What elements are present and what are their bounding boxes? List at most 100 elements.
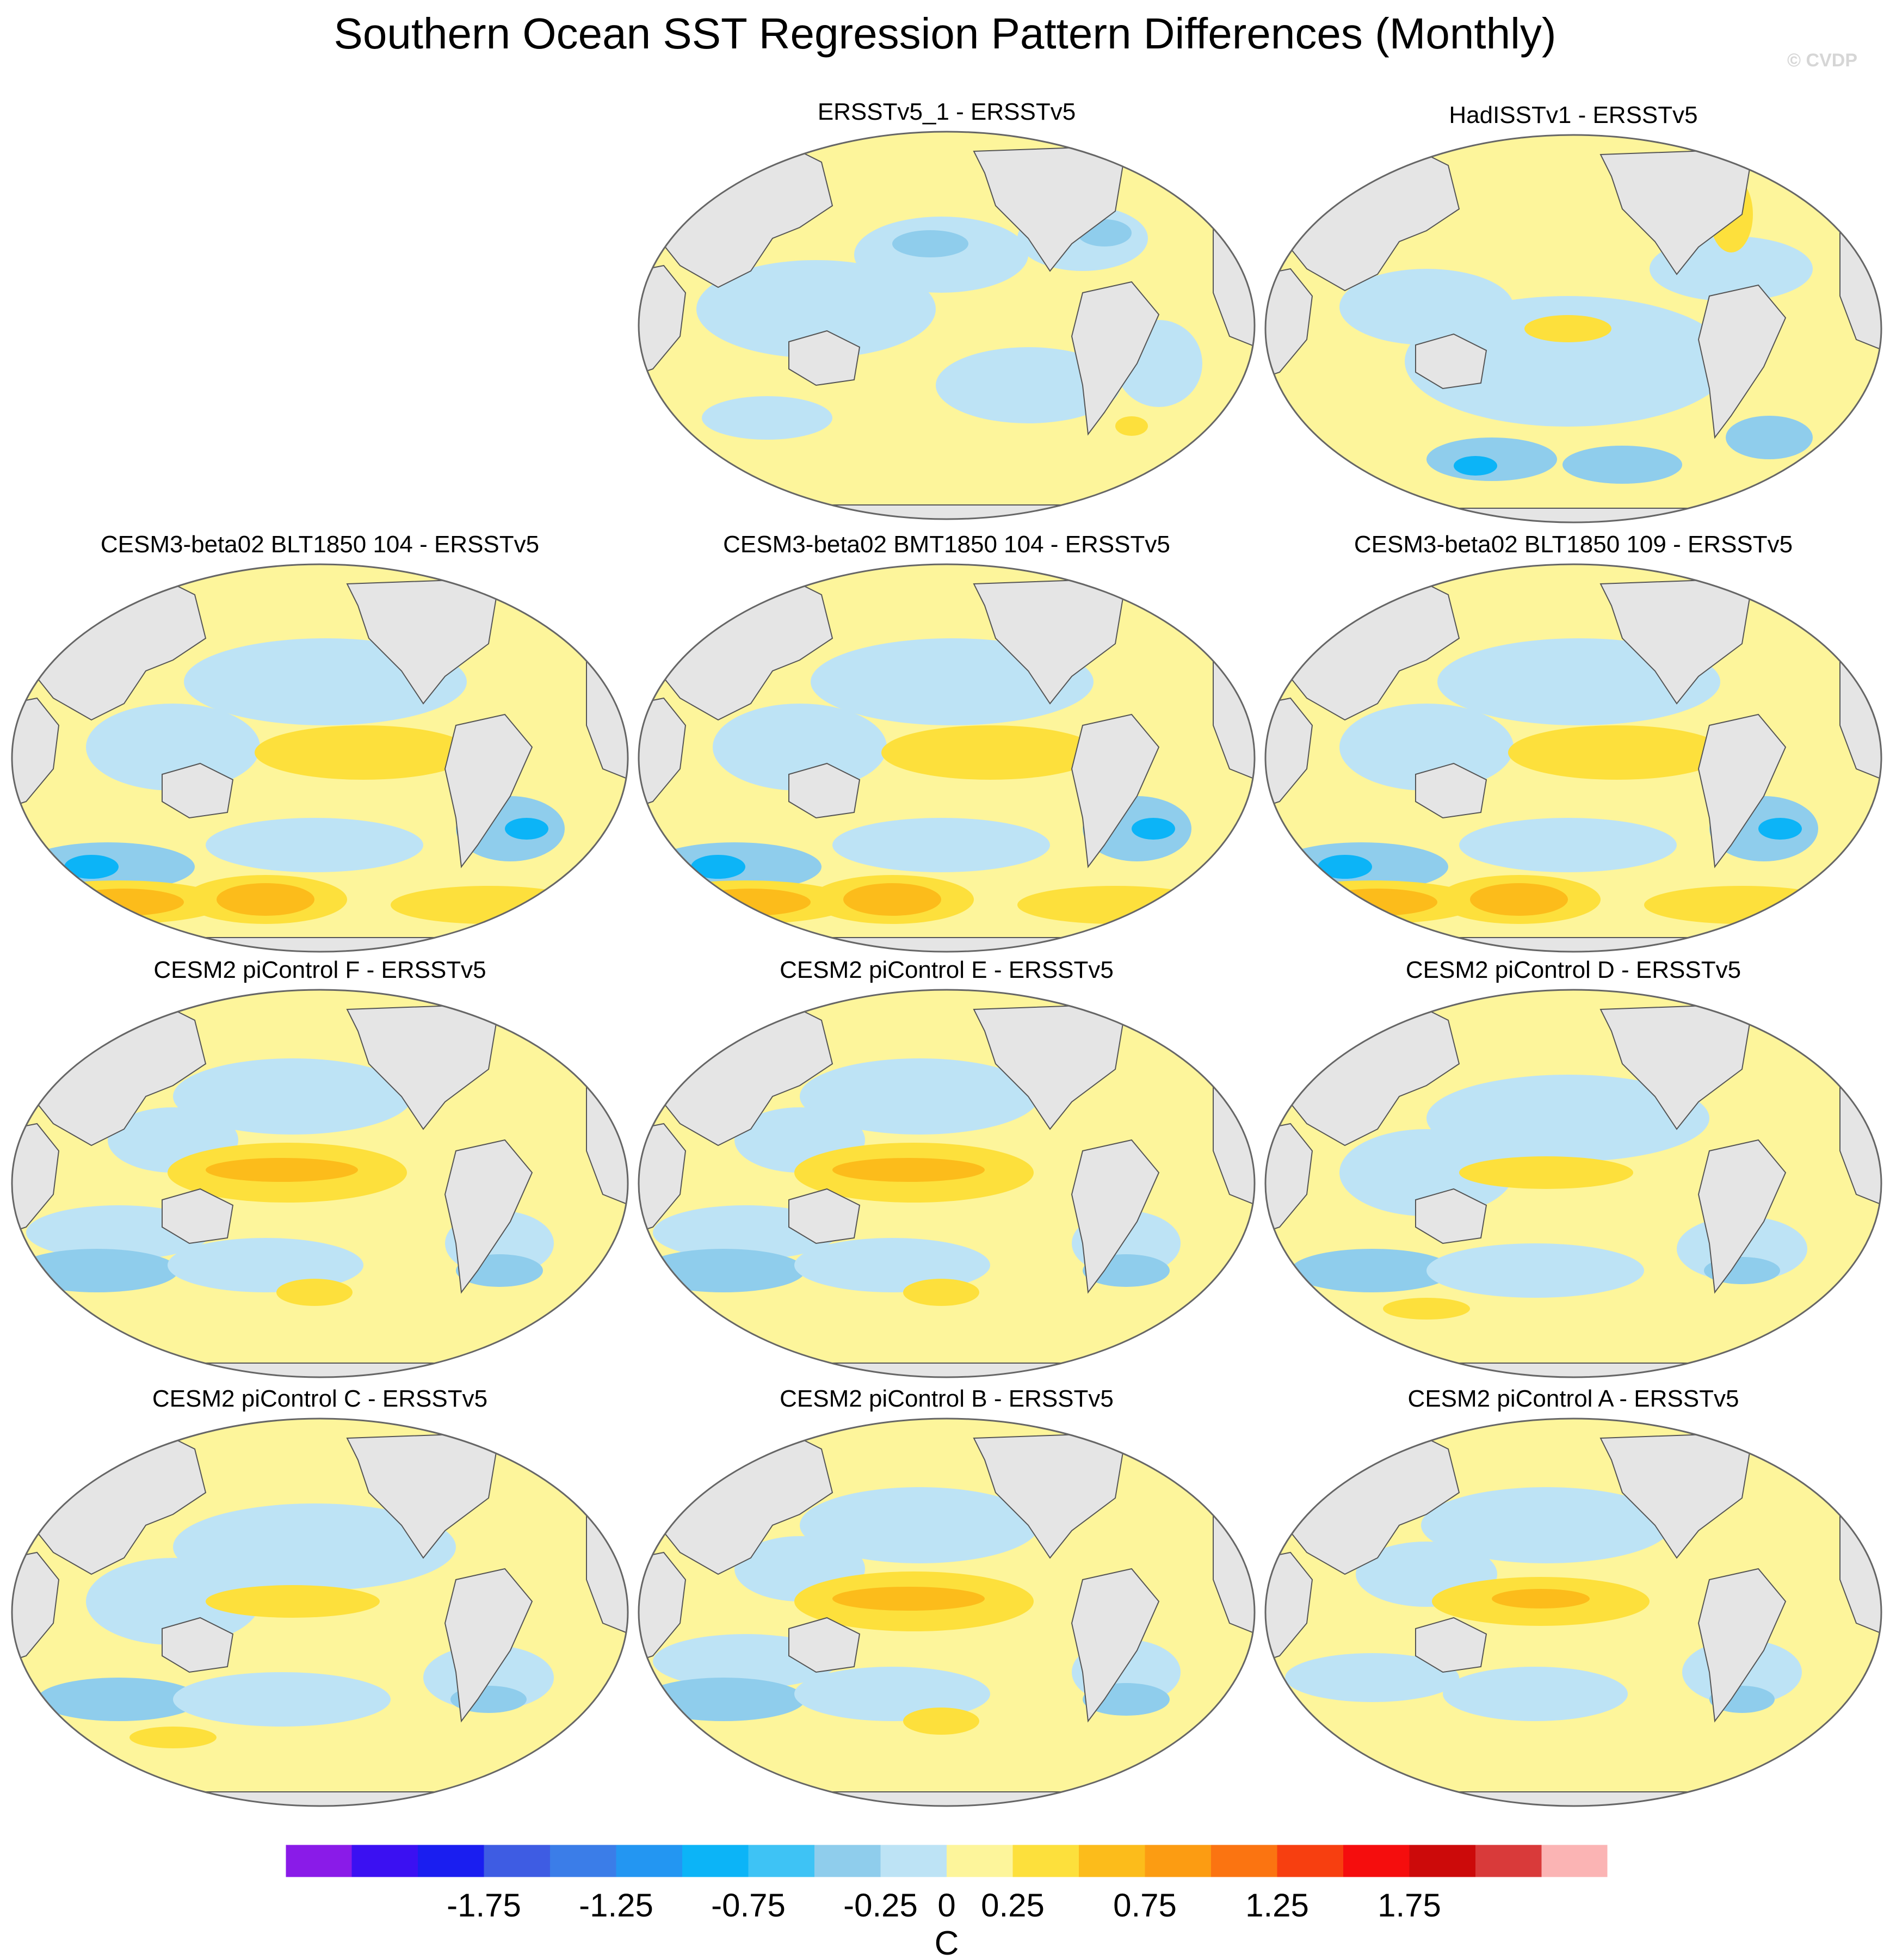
panel-title: CESM3-beta02 BMT1850 104 - ERSSTv5 — [723, 531, 1170, 558]
land-mass — [1415, 1188, 1487, 1244]
land-mass — [639, 1123, 687, 1234]
sst-anomaly-patch — [1285, 1653, 1459, 1702]
sst-anomaly-patch — [936, 347, 1121, 423]
colorbar-tick-label: 0 — [937, 1887, 955, 1924]
land-mass — [162, 1188, 234, 1244]
map-panel: CESM3-beta02 BMT1850 104 - ERSSTv5 — [637, 531, 1257, 960]
sst-anomaly-patch — [1339, 1129, 1514, 1216]
colorbar-swatch — [550, 1845, 616, 1877]
map-panel: CESM3-beta02 BLT1850 109 - ERSSTv5 — [1263, 531, 1883, 960]
map-outline — [638, 1417, 1256, 1807]
land-mass — [1071, 713, 1160, 868]
sst-anomaly-patch — [255, 725, 472, 780]
colorbar: -1.75 -1.25 -0.75 -0.25 0 0.25 0.75 1.25 1.75 C — [285, 1844, 1608, 1960]
global-map — [1264, 1417, 1882, 1807]
sst-anomaly-patch — [1017, 886, 1213, 924]
colorbar-tick-label: 1.25 — [1245, 1887, 1309, 1924]
global-map — [638, 989, 1256, 1378]
sst-anomaly-patch — [206, 818, 423, 872]
sst-anomaly-patch — [903, 1708, 979, 1735]
sst-anomaly-patch — [15, 1249, 178, 1292]
colorbar-swatch — [814, 1845, 881, 1877]
sst-anomaly-patch — [642, 1678, 805, 1721]
land-mass — [12, 697, 60, 808]
panel-title: ERSSTv5_1 - ERSSTv5 — [817, 98, 1076, 125]
global-map — [638, 1417, 1256, 1807]
land-mass — [639, 697, 687, 808]
sst-anomaly-patch — [173, 1672, 391, 1727]
sst-anomaly-patch — [1318, 889, 1437, 916]
colorbar-swatch — [351, 1845, 418, 1877]
sst-anomaly-patch — [1644, 886, 1840, 924]
land-mass — [639, 264, 687, 375]
map-panel: CESM2 piControl B - ERSSTv5 — [637, 1385, 1257, 1815]
sst-anomaly-patch — [881, 725, 1099, 780]
sst-anomaly-patch — [206, 1158, 358, 1182]
sst-anomaly-patch — [64, 889, 184, 916]
land-mass — [1599, 1003, 1754, 1130]
colorbar-swatch — [1079, 1845, 1145, 1877]
sst-anomaly-patch — [691, 855, 745, 879]
colorbar-tick-label: -0.75 — [711, 1887, 786, 1924]
map-outline — [1264, 134, 1882, 523]
sst-anomaly-patch — [173, 1058, 412, 1135]
land-mass — [788, 1188, 861, 1244]
colorbar-swatch — [1277, 1845, 1344, 1877]
sst-anomaly-patch — [800, 1058, 1039, 1135]
land-mass — [788, 330, 861, 386]
sst-anomaly-patch — [843, 883, 941, 916]
colorbar-swatch — [484, 1845, 551, 1877]
sst-anomaly-patch — [129, 1727, 217, 1748]
global-map — [11, 1417, 629, 1807]
sst-anomaly-patch — [276, 1279, 353, 1306]
land-mass — [973, 577, 1127, 705]
sst-anomaly-patch — [832, 818, 1050, 872]
sst-anomaly-patch — [1562, 446, 1682, 484]
land-mass — [1415, 762, 1487, 819]
colorbar-tick-label: -1.75 — [447, 1887, 521, 1924]
sst-anomaly-patch — [832, 1158, 985, 1182]
map-panel: CESM2 piControl D - ERSSTv5 — [1263, 956, 1883, 1386]
map-outline — [1264, 563, 1882, 953]
sst-anomaly-patch — [1318, 855, 1372, 879]
colorbar-tick-label: 0.25 — [981, 1887, 1045, 1924]
sst-anomaly-patch — [903, 1279, 979, 1306]
map-outline — [638, 131, 1256, 520]
figure-title: Southern Ocean SST Regression Pattern Di… — [333, 9, 1557, 58]
map-outline — [11, 1417, 629, 1807]
sst-anomaly-patch — [1290, 1249, 1454, 1292]
sst-anomaly-patch — [86, 1558, 260, 1645]
land-mass — [346, 1003, 501, 1130]
colorbar-swatch — [682, 1845, 749, 1877]
global-map — [638, 131, 1256, 520]
colorbar-swatch — [1211, 1845, 1277, 1877]
colorbar-swatch — [1541, 1845, 1608, 1877]
panel-title: CESM2 piControl C - ERSSTv5 — [152, 1385, 488, 1412]
panel-title: CESM2 piControl E - ERSSTv5 — [780, 957, 1114, 983]
land-mass — [346, 577, 501, 705]
panel-title: CESM2 piControl B - ERSSTv5 — [780, 1385, 1114, 1412]
map-panel: CESM2 piControl C - ERSSTv5 — [10, 1385, 630, 1815]
global-map — [11, 563, 629, 953]
land-mass — [12, 1123, 60, 1234]
sst-anomaly-patch — [173, 1503, 456, 1591]
global-map — [1264, 563, 1882, 953]
land-mass — [1599, 1432, 1754, 1559]
sst-anomaly-patch — [1132, 818, 1175, 840]
map-panel: ERSSTv5_1 - ERSSTv5 — [637, 98, 1257, 528]
copyright-text: © CVDP — [1787, 50, 1857, 71]
sst-anomaly-patch — [217, 883, 314, 916]
land-mass — [12, 1551, 60, 1662]
land-mass — [1071, 281, 1160, 436]
sst-anomaly-patch — [696, 260, 936, 358]
land-mass — [973, 1432, 1127, 1559]
sst-anomaly-patch — [1508, 725, 1726, 780]
land-mass — [444, 1139, 533, 1294]
colorbar-swatch — [748, 1845, 815, 1877]
land-mass — [1071, 1568, 1160, 1723]
land-mass — [1415, 333, 1487, 390]
colorbar-tick-label: -0.25 — [843, 1887, 918, 1924]
colorbar-swatch — [1409, 1845, 1476, 1877]
colorbar-swatch — [947, 1845, 1013, 1877]
land-mass — [162, 762, 234, 819]
